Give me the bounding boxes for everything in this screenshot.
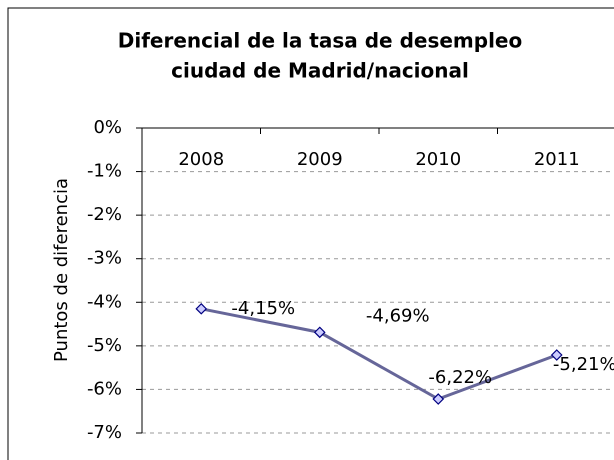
x-tick-label: 2010 xyxy=(415,149,461,170)
data-label: -5,21% xyxy=(553,354,614,375)
series-line xyxy=(200,307,558,401)
y-tick-label: -7% xyxy=(87,422,122,443)
data-label: -6,22% xyxy=(428,367,492,388)
data-label: -4,15% xyxy=(231,298,295,319)
y-tick-label: -2% xyxy=(87,204,122,225)
data-point xyxy=(550,349,563,361)
x-tick-label: 2011 xyxy=(534,149,580,170)
y-tick-label: 0% xyxy=(93,117,122,138)
data-point xyxy=(432,393,445,405)
y-axis-label: Puntos de diferencia xyxy=(51,178,72,362)
chart-title: ciudad de Madrid/nacional xyxy=(171,59,469,83)
y-tick-label: -3% xyxy=(87,248,122,269)
data-point xyxy=(195,302,208,315)
chart-frame xyxy=(7,7,614,460)
y-tick-label: -4% xyxy=(87,291,122,312)
y-tick-label: -5% xyxy=(87,335,122,356)
x-tick-label: 2008 xyxy=(178,149,224,170)
data-label: -4,69% xyxy=(366,305,430,326)
x-tick-label: 2009 xyxy=(297,149,343,170)
y-tick-label: -6% xyxy=(87,378,122,399)
chart-title: Diferencial de la tasa de desempleo xyxy=(118,29,523,53)
data-point xyxy=(313,326,326,339)
y-tick-label: -1% xyxy=(87,161,122,182)
